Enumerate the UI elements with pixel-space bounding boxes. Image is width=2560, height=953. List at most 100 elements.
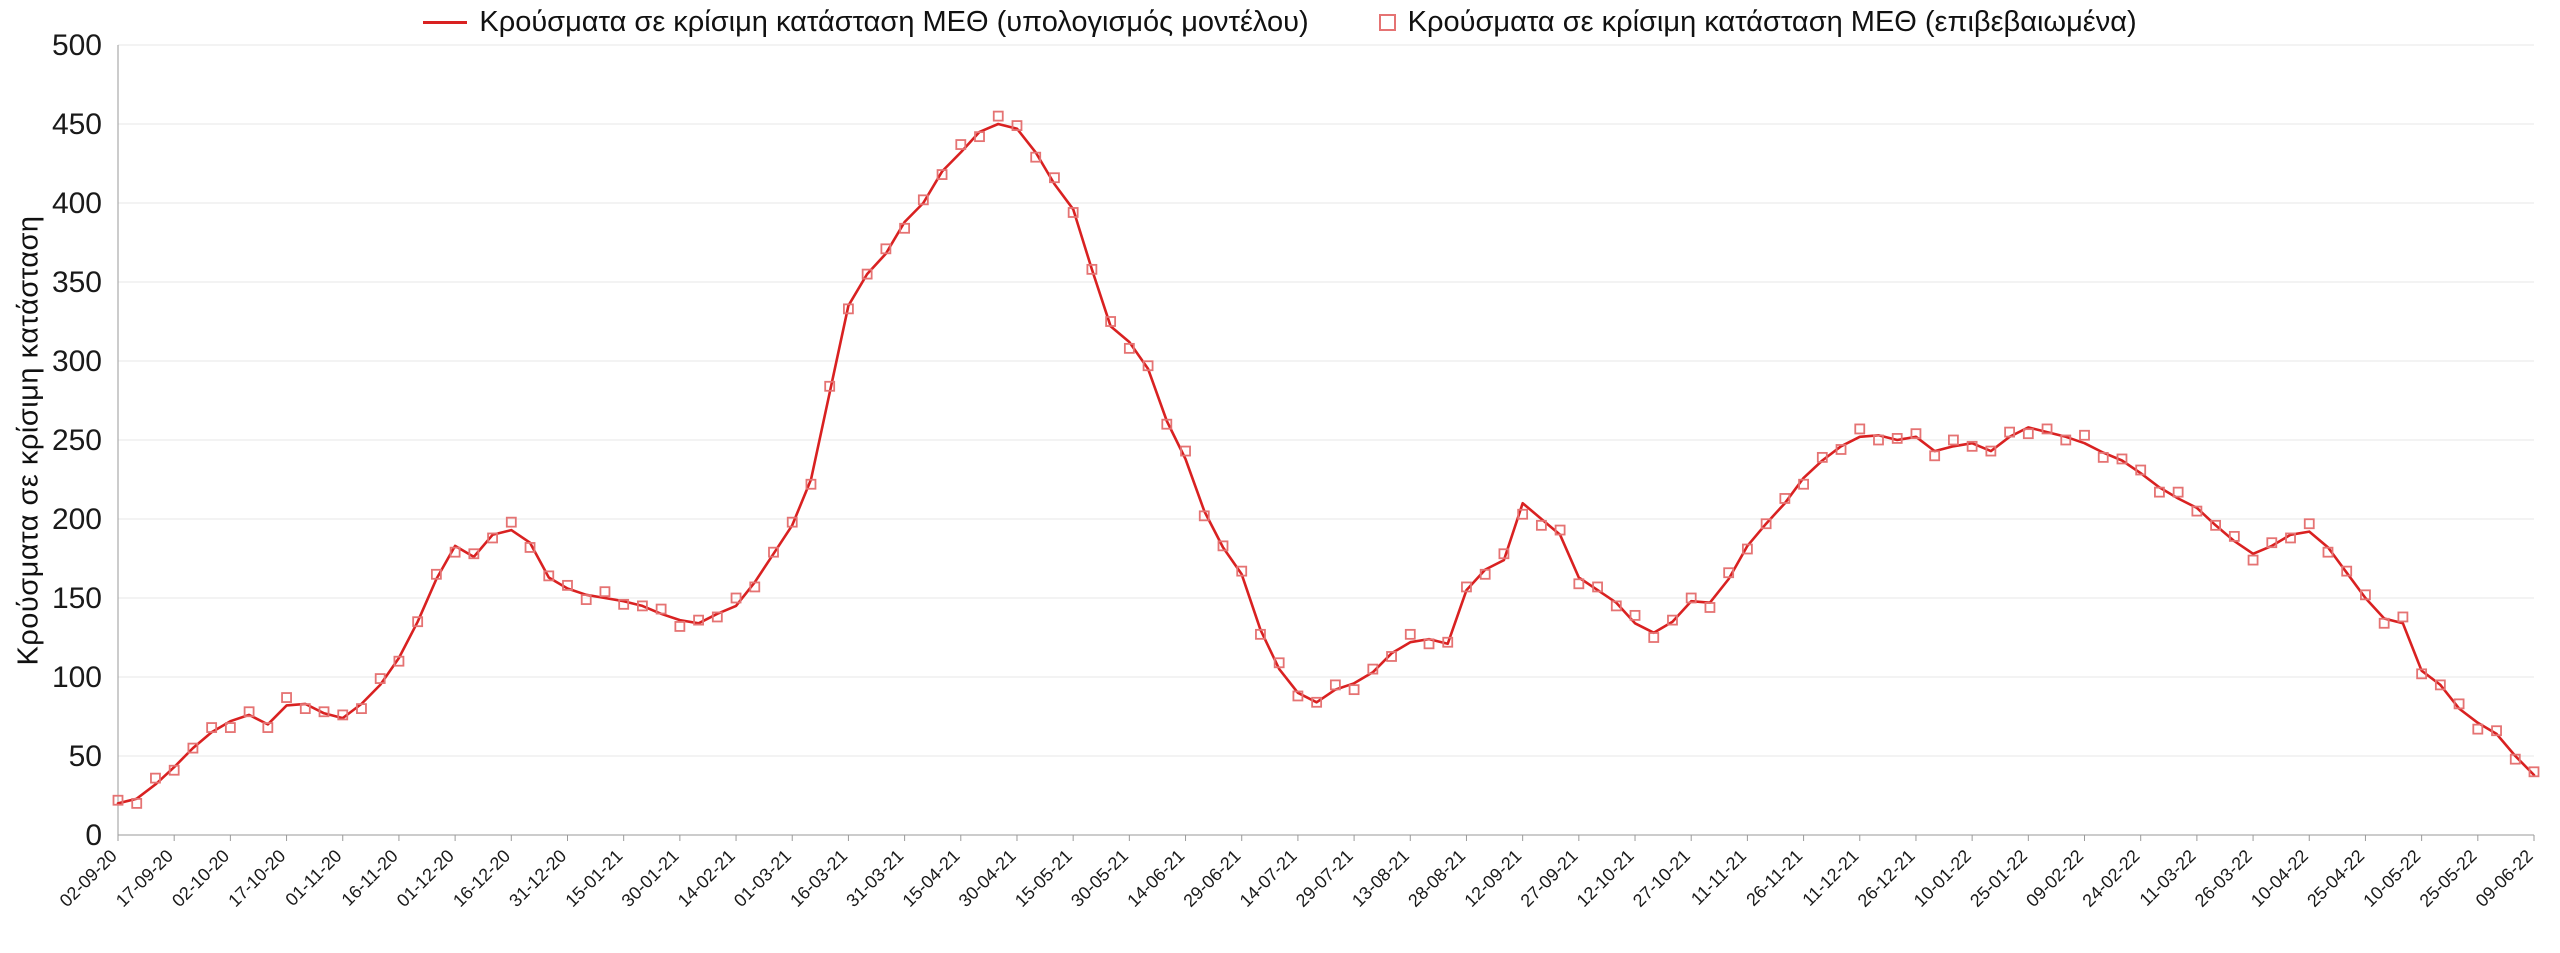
confirmed-marker [2154,486,2165,498]
x-tick-label: 31-12-20 [505,846,570,911]
confirmed-marker [1592,581,1603,593]
model-line [116,122,2536,805]
x-tick-label: 14-02-21 [674,846,739,911]
y-tick-label: 300 [52,345,102,378]
x-tick-label: 24-02-22 [2078,846,2143,911]
confirmed-marker [2228,530,2240,542]
confirmed-marker [786,516,798,528]
y-tick-label: 150 [52,582,102,615]
x-tick-label: 16-11-20 [338,846,402,910]
y-tick-label: 50 [69,740,102,773]
confirmed-marker [1292,690,1304,702]
confirmed-marker [2341,565,2353,577]
confirmed-marker [2135,464,2147,476]
y-tick-label: 450 [52,108,102,141]
confirmed-marker [824,380,836,392]
confirmed-marker [1854,423,1866,435]
confirmed-marker [992,110,1004,122]
confirmed-marker-swatch [1378,14,1396,31]
confirmed-marker [2472,723,2484,735]
confirmed-marker [1948,434,1959,446]
confirmed-marker [805,478,817,490]
confirmed-marker [1423,638,1435,650]
x-tick-label: 30-05-21 [1067,846,1132,911]
legend-label-confirmed: Κρούσματα σε κρίσιμη κατάσταση ΜΕΘ (επιβ… [1407,6,2137,38]
confirmed-marker [2022,428,2034,440]
legend-item-model: Κρούσματα σε κρίσιμη κατάσταση ΜΕΘ (υπολ… [423,6,1309,39]
confirmed-marker [1723,567,1735,579]
x-tick-label: 09-06-22 [2472,846,2537,911]
confirmed-marker [1816,451,1828,463]
confirmed-marker [2079,429,2090,441]
confirmed-marker [150,772,161,784]
y-tick-label: 500 [52,29,102,62]
confirmed-marker [936,169,948,180]
x-tick-label: 29-06-21 [1179,846,1244,911]
confirmed-marker [2303,518,2315,530]
confirmed-marker [1704,602,1716,613]
confirmed-marker [1030,151,1042,163]
x-tick-label: 30-04-21 [955,846,1020,911]
confirmed-marker [1273,657,1285,669]
confirmed-marker [2360,589,2371,601]
confirmed-marker [468,548,480,560]
x-tick-label: 26-03-22 [2191,846,2256,911]
confirmed-marker [1741,543,1753,555]
confirmed-marker [2322,546,2334,558]
confirmed-marker [599,586,611,598]
confirmed-marker [618,598,630,610]
y-tick-label: 200 [52,503,102,536]
confirmed-marker [1760,518,1772,530]
y-tick-label: 100 [52,661,102,694]
confirmed-marker [430,568,442,580]
confirmed-marker [1086,263,1098,275]
confirmed-marker [1985,445,1997,457]
confirmed-marker [281,692,292,703]
x-tick-label: 25-05-22 [2416,846,2481,911]
confirmed-marker [1498,548,1510,560]
confirmed-marker [1461,581,1472,593]
confirmed-marker [1180,445,1191,457]
x-tick-label: 01-12-20 [393,846,458,911]
confirmed-marker [2416,668,2428,680]
confirmed-marker [543,570,555,582]
confirmed-marker [580,594,592,605]
x-tick-label: 27-10-21 [1629,846,1694,911]
confirmed-marker [843,303,854,315]
confirmed-marker [262,722,274,733]
confirmed-marker [224,722,236,733]
x-tick-label: 31-03-21 [842,846,907,911]
confirmed-marker [1610,600,1622,612]
confirmed-marker [318,706,330,718]
confirmed-marker [1123,342,1135,354]
confirmed-marker [1517,508,1529,520]
confirmed-marker [1442,636,1454,648]
confirmed-marker [2266,537,2278,549]
x-tick-label: 25-01-22 [1966,846,2031,911]
confirmed-marker [393,655,405,667]
confirmed-marker [337,709,349,721]
confirmed-marker [1667,614,1678,626]
x-tick-label: 29-07-21 [1292,846,1357,911]
confirmed-marker [168,764,180,776]
confirmed-marker [1311,696,1323,708]
x-tick-label: 26-11-21 [1742,846,1806,910]
confirmed-marker [1835,444,1847,455]
x-tick-label: 11-03-22 [2136,846,2200,910]
confirmed-marker [1105,316,1117,327]
x-tick-label: 27-09-21 [1517,846,1582,911]
confirmed-marker [917,194,929,206]
confirmed-marker [1367,663,1379,675]
x-tick-label: 25-04-22 [2303,846,2368,911]
confirmed-marker [112,794,124,806]
x-tick-label: 17-10-20 [224,846,289,911]
confirmed-marker [562,579,573,591]
confirmed-marker [206,722,218,733]
confirmed-marker [1142,360,1154,372]
confirmed-marker [487,532,498,544]
confirmed-marker [1779,493,1791,504]
x-tick-label: 11-11-21 [1687,846,1750,909]
x-tick-label: 01-03-21 [730,846,795,911]
confirmed-marker [2509,753,2521,765]
confirmed-marker [1629,609,1641,621]
